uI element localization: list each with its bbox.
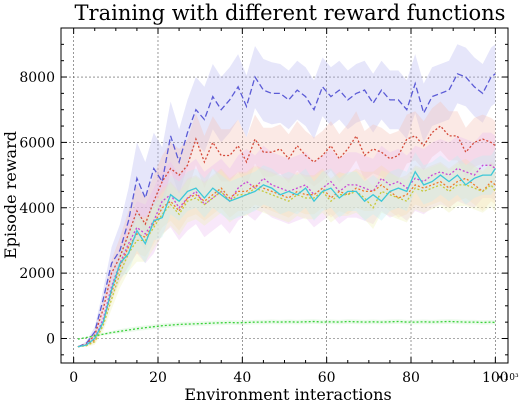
series-3-band: [77, 132, 496, 347]
y-tick-label: 0: [46, 331, 55, 347]
y-axis-label: Episode reward: [1, 131, 20, 259]
chart-title: Training with different reward functions: [75, 1, 506, 25]
series-6-line: [77, 168, 496, 348]
confidence-bands: [77, 44, 496, 347]
series-lines: [77, 72, 496, 348]
x-tick-label: 60: [318, 370, 336, 386]
axis-ticks: [61, 27, 508, 363]
x-tick-label: 100: [482, 370, 509, 386]
x-tick-label: 0: [69, 370, 78, 386]
x-axis-label: Environment interactions: [184, 385, 391, 404]
y-tick-label: 8000: [19, 70, 55, 86]
x-tick-label: 80: [402, 370, 420, 386]
grid: [61, 28, 508, 363]
series-1-line: [77, 72, 496, 348]
x-exponent-label: ×10³: [496, 373, 519, 383]
series-4-line: [77, 177, 496, 348]
series-5-band: [77, 163, 496, 347]
x-tick-labels: 0 20 40 60 80 100: [69, 370, 509, 386]
y-tick-label: 6000: [19, 135, 55, 151]
series-1-band: [77, 44, 496, 347]
x-tick-label: 20: [149, 370, 167, 386]
y-tick-labels: 0 2000 4000 6000 8000: [19, 70, 55, 347]
x-tick-label: 40: [233, 370, 251, 386]
y-tick-label: 2000: [19, 266, 55, 282]
series-2-line: [77, 125, 496, 348]
series-2-band: [77, 101, 496, 347]
series-7-line: [77, 320, 496, 340]
y-tick-label: 4000: [19, 201, 55, 217]
